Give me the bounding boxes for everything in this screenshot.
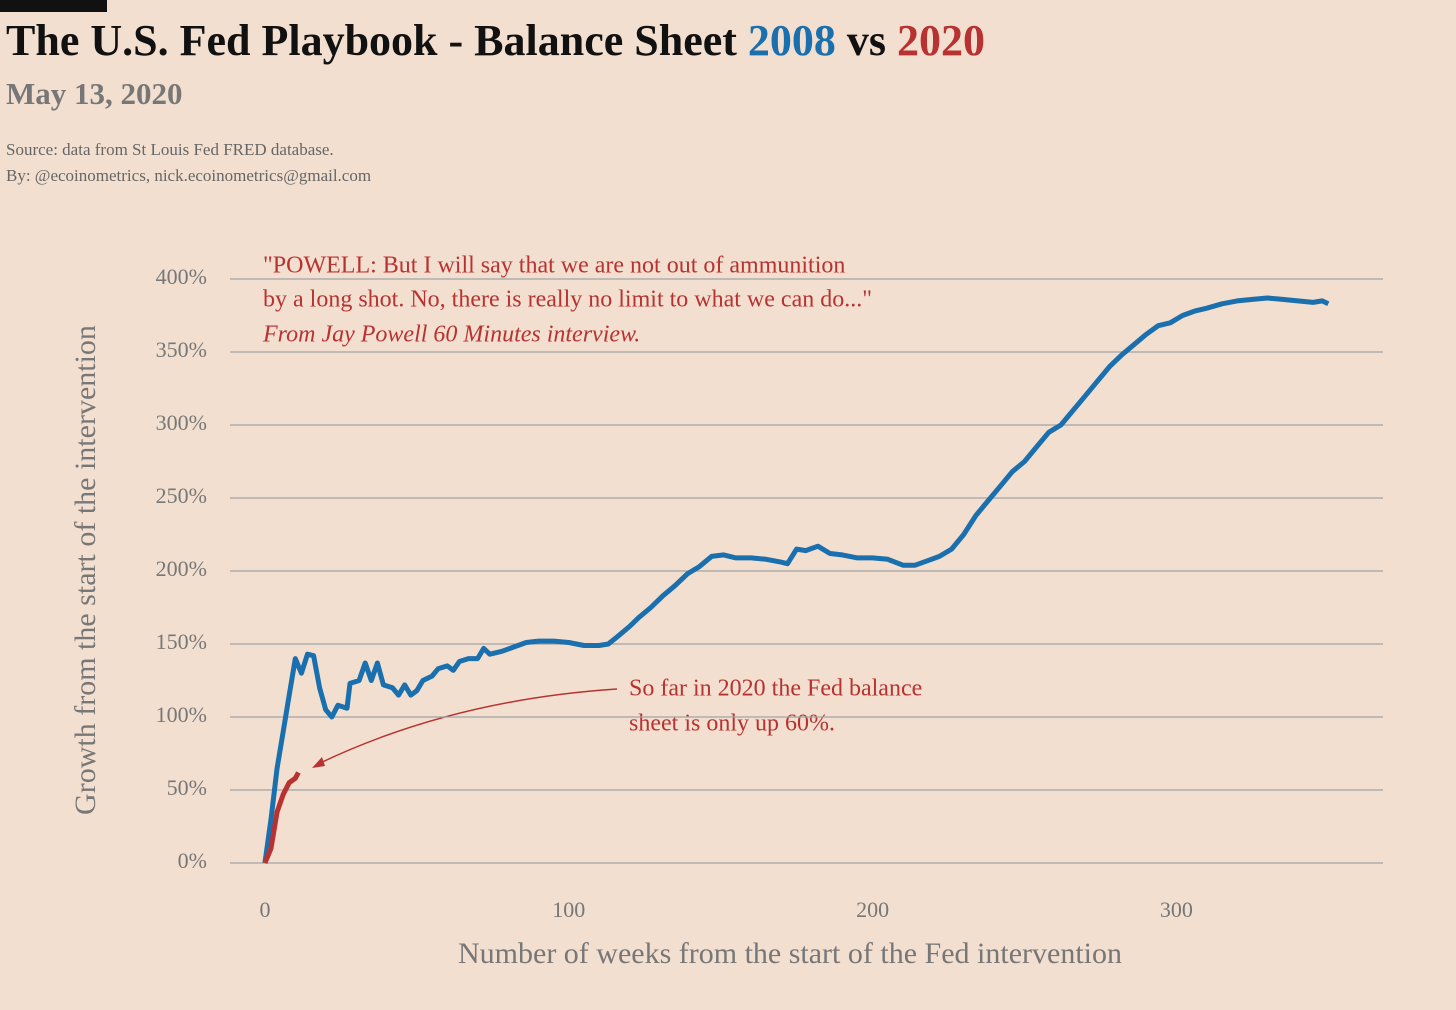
y-tick-label: 350% [156,337,207,362]
x-tick-label: 100 [552,897,585,922]
annotation-arrow [315,688,618,766]
line-series [262,295,1330,864]
y-tick-label: 400% [156,264,207,289]
y-tick-label: 50% [167,775,207,800]
x-tick-label: 300 [1160,897,1193,922]
corner-bar [0,0,107,12]
x-tick-label: 200 [856,897,889,922]
chart-title: The U.S. Fed Playbook - Balance Sheet 20… [6,16,985,65]
title-2020: 2020 [897,16,985,65]
byline: By: @ecoinometrics, nick.ecoinometrics@g… [6,166,371,185]
annotation: sheet is only up 60%. [629,711,835,737]
annotation: From Jay Powell 60 Minutes interview. [262,322,640,348]
annotation: So far in 2020 the Fed balance [629,676,922,702]
line-series [262,771,301,864]
x-axis-label: Number of weeks from the start of the Fe… [458,937,1122,970]
x-tick-label: 0 [259,897,270,922]
y-tick-label: 200% [156,556,207,581]
y-tick-label: 0% [178,848,207,873]
y-tick-label: 150% [156,629,207,654]
y-tick-label: 300% [156,410,207,435]
source: Source: data from St Louis Fed FRED data… [6,140,334,159]
y-tick-label: 100% [156,702,207,727]
annotation: "POWELL: But I will say that we are not … [263,253,845,279]
title-2008: 2008 [748,16,836,65]
title-vs: vs [847,16,886,65]
arrow-head [312,757,325,768]
annotation: by a long shot. No, there is really no l… [263,287,872,313]
y-axis-label: Growth from the start of the interventio… [69,325,102,815]
y-tick-label: 250% [156,483,207,508]
title-text: The U.S. Fed Playbook - Balance Sheet [6,16,737,65]
subtitle: May 13, 2020 [6,76,183,111]
